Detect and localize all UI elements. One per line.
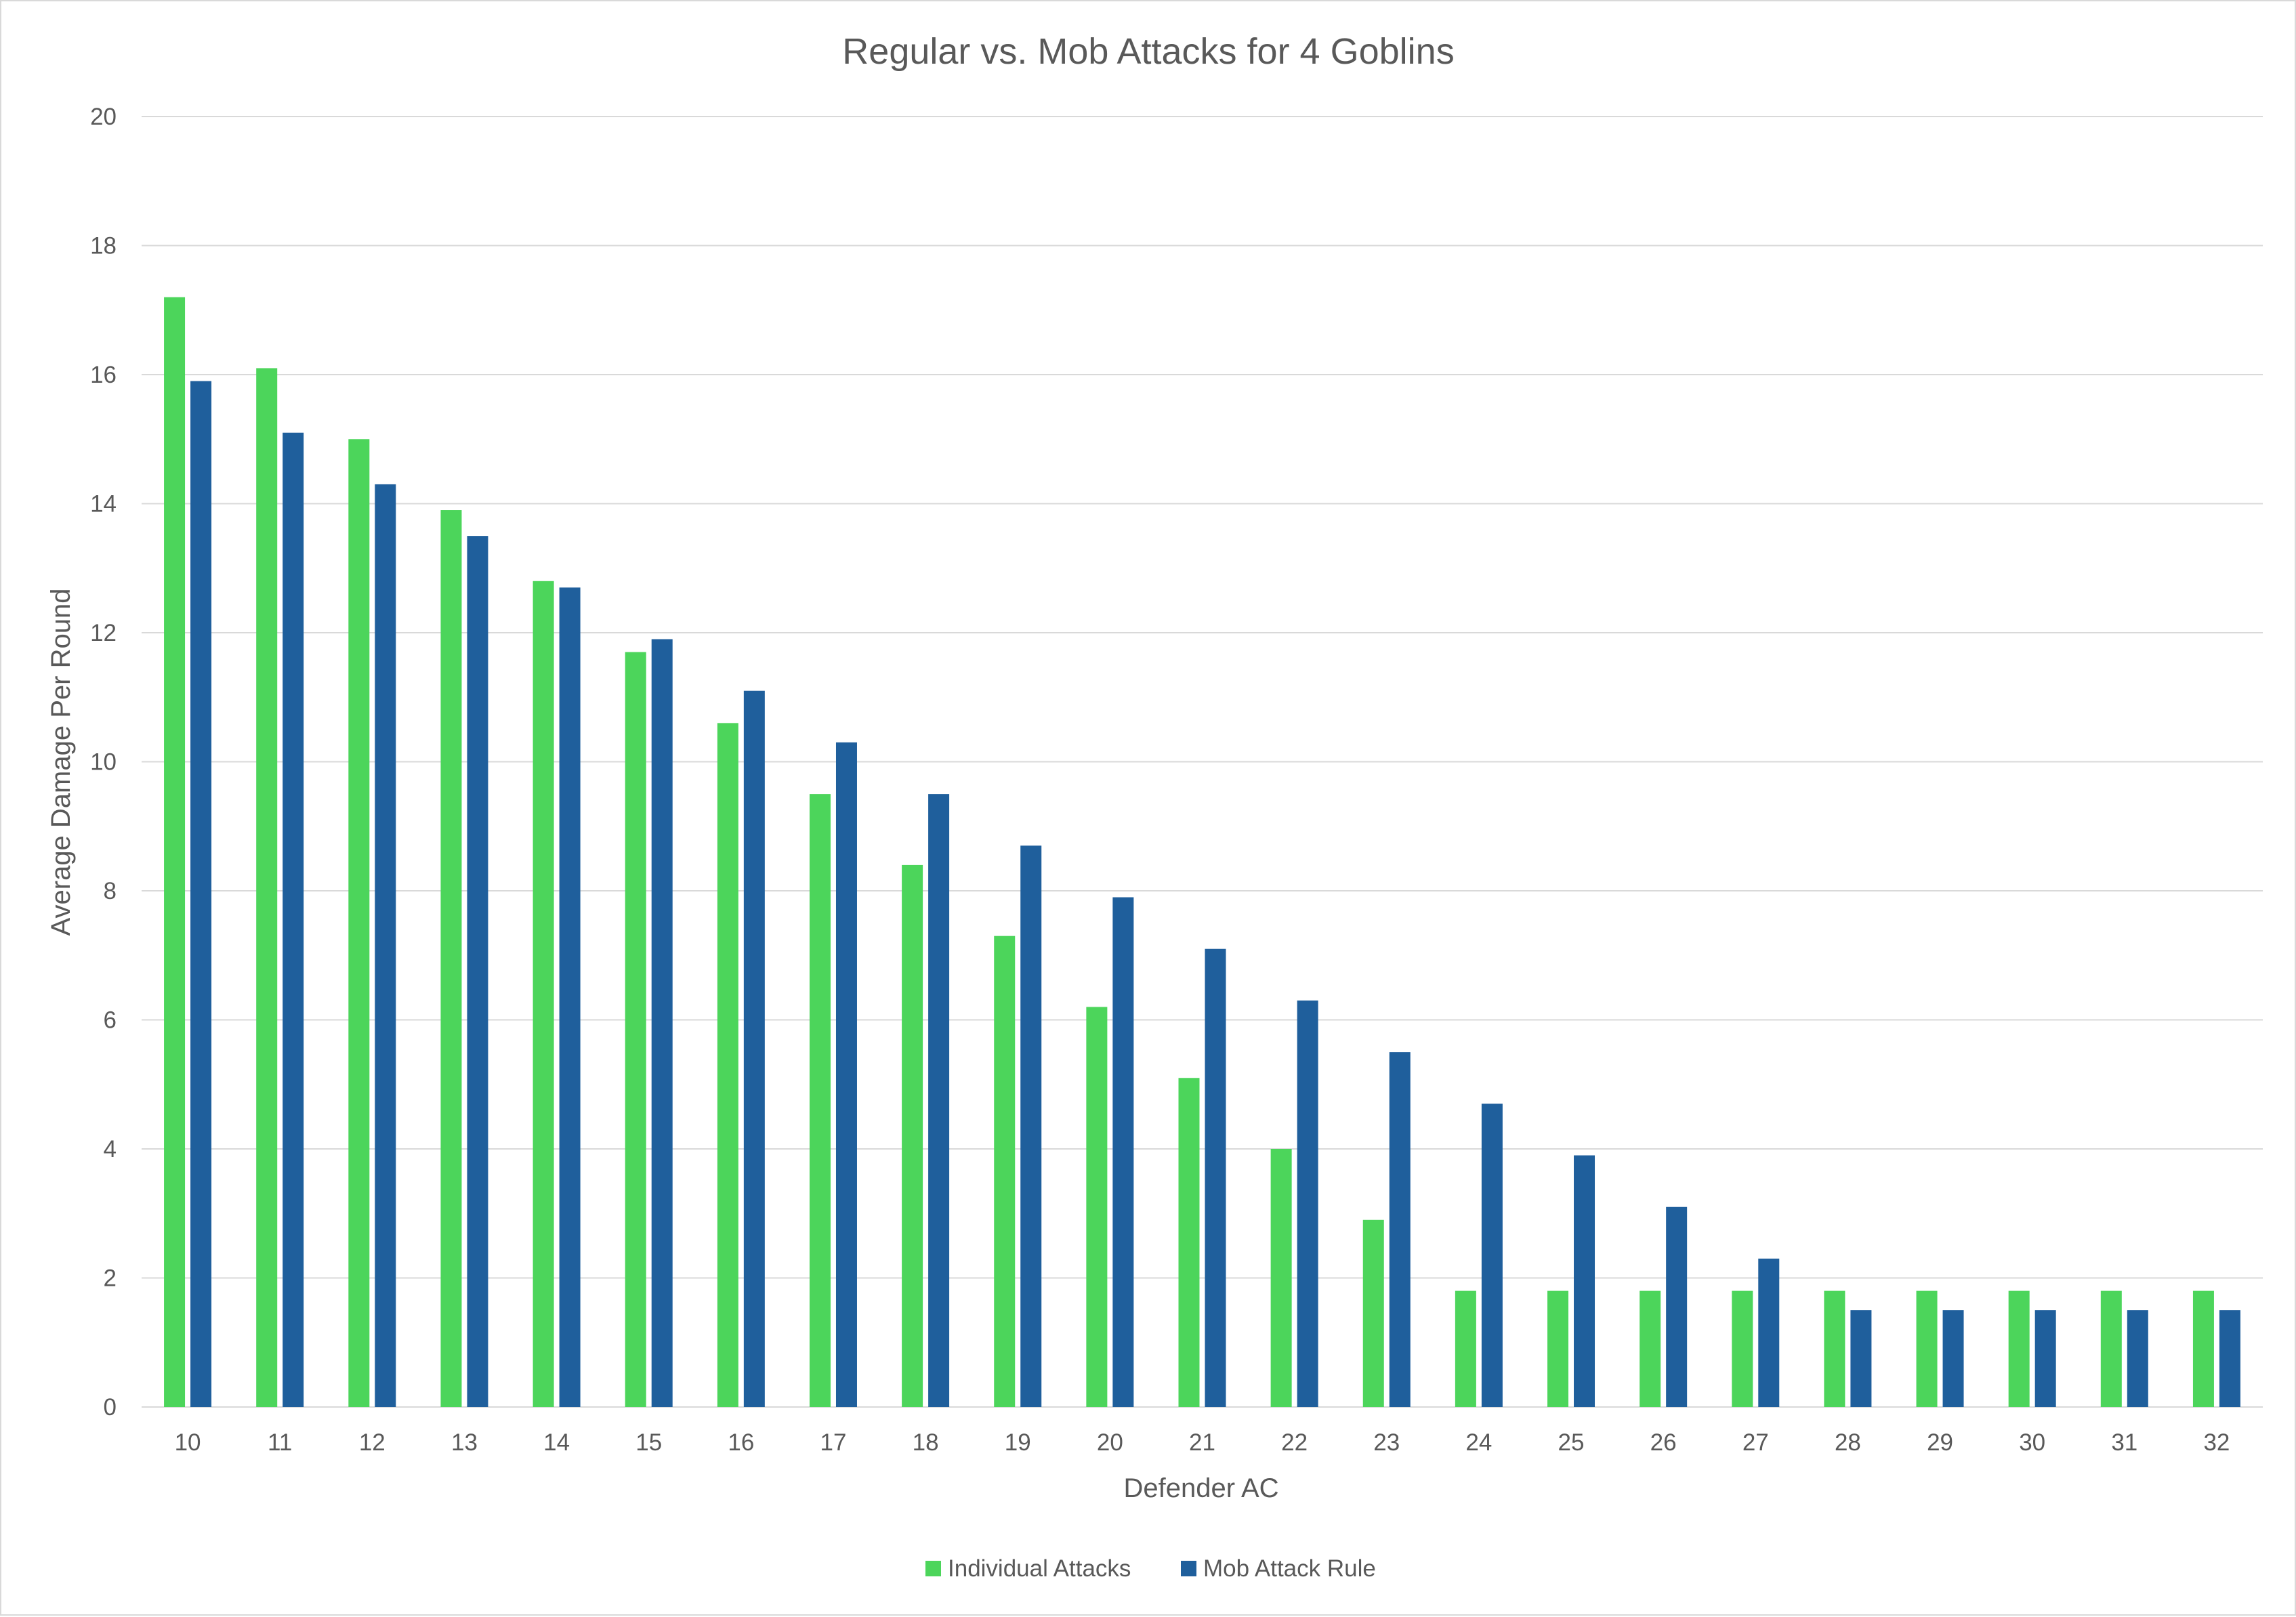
- bar-individual-attacks-11: [256, 368, 278, 1407]
- y-tick-label-16: 16: [90, 362, 117, 388]
- legend-swatch-mob-attack-rule: [1181, 1561, 1196, 1576]
- y-tick-label-6: 6: [104, 1007, 117, 1034]
- y-tick-labels: 0 2 4 6 8 10 12 14 16 18 20: [90, 104, 117, 1421]
- x-tick-label-21: 21: [1189, 1429, 1215, 1456]
- x-tick-label-11: 11: [268, 1429, 292, 1456]
- bar-individual-attacks-24: [1455, 1290, 1476, 1407]
- y-tick-label-12: 12: [90, 620, 117, 646]
- bar-mob-attack-rule-12: [375, 484, 396, 1407]
- bar-mob-attack-rule-17: [835, 742, 857, 1407]
- x-tick-label-31: 31: [2111, 1429, 2137, 1456]
- x-tick-label-28: 28: [1835, 1429, 1861, 1456]
- y-tick-label-14: 14: [90, 491, 117, 518]
- x-tick-label-24: 24: [1465, 1429, 1492, 1456]
- bar-individual-attacks-31: [2100, 1290, 2122, 1407]
- x-tick-label-22: 22: [1281, 1429, 1308, 1456]
- bar-individual-attacks-30: [2008, 1290, 2030, 1407]
- bar-individual-attacks-12: [348, 439, 370, 1407]
- bar-individual-attacks-27: [1732, 1290, 1753, 1407]
- bar-individual-attacks-29: [1916, 1290, 1938, 1407]
- y-tick-label-18: 18: [90, 233, 117, 259]
- grid-layer: [142, 116, 2263, 1408]
- y-tick-label-0: 0: [104, 1394, 117, 1421]
- x-tick-labels: 10 11 12 13 14 15 16 17 18 19 20 21 22 23 24 25 26 27 28 29…: [175, 1429, 2230, 1456]
- x-tick-label-14: 14: [543, 1429, 570, 1456]
- bar-mob-attack-rule-22: [1297, 1000, 1318, 1407]
- bar-individual-attacks-17: [809, 794, 831, 1407]
- bar-mob-attack-rule-11: [283, 432, 304, 1407]
- bar-mob-attack-rule-20: [1112, 897, 1134, 1407]
- bar-individual-attacks-22: [1270, 1149, 1292, 1407]
- legend-swatch-individual-attacks: [925, 1561, 941, 1576]
- x-tick-label-19: 19: [1005, 1429, 1031, 1456]
- x-tick-label-12: 12: [359, 1429, 385, 1456]
- y-tick-label-10: 10: [90, 749, 117, 776]
- x-tick-label-26: 26: [1650, 1429, 1677, 1456]
- bar-individual-attacks-15: [625, 652, 646, 1408]
- bar-individual-attacks-32: [2192, 1290, 2214, 1407]
- bar-individual-attacks-14: [533, 581, 554, 1407]
- bar-individual-attacks-25: [1547, 1290, 1569, 1407]
- bar-individual-attacks-21: [1178, 1078, 1200, 1407]
- x-tick-label-15: 15: [635, 1429, 662, 1456]
- bar-mob-attack-rule-32: [2219, 1310, 2240, 1407]
- bar-mob-attack-rule-14: [559, 587, 581, 1408]
- bar-individual-attacks-10: [164, 297, 186, 1408]
- bar-mob-attack-rule-18: [928, 794, 950, 1407]
- legend-label-mob-attack-rule: Mob Attack Rule: [1203, 1555, 1376, 1582]
- bar-individual-attacks-13: [440, 510, 462, 1407]
- x-tick-label-30: 30: [2019, 1429, 2045, 1456]
- bar-mob-attack-rule-24: [1481, 1104, 1503, 1407]
- bar-mob-attack-rule-29: [1942, 1310, 1964, 1407]
- bar-mob-attack-rule-15: [651, 639, 673, 1407]
- bar-mob-attack-rule-31: [2127, 1310, 2148, 1407]
- bar-mob-attack-rule-23: [1389, 1052, 1411, 1407]
- bar-individual-attacks-18: [902, 864, 923, 1407]
- x-tick-label-23: 23: [1373, 1429, 1400, 1456]
- bar-mob-attack-rule-19: [1020, 845, 1042, 1407]
- legend: Individual Attacks Mob Attack Rule: [925, 1555, 1376, 1582]
- x-tick-label-25: 25: [1558, 1429, 1585, 1456]
- bar-mob-attack-rule-28: [1850, 1310, 1872, 1407]
- bar-layer: [164, 297, 2240, 1408]
- y-tick-label-8: 8: [104, 878, 117, 904]
- y-tick-label-20: 20: [90, 104, 117, 130]
- bar-mob-attack-rule-13: [467, 536, 488, 1407]
- bar-individual-attacks-28: [1824, 1290, 1845, 1407]
- bar-individual-attacks-20: [1086, 1007, 1108, 1407]
- y-tick-label-4: 4: [104, 1136, 117, 1162]
- bar-individual-attacks-16: [717, 723, 738, 1407]
- legend-label-individual-attacks: Individual Attacks: [948, 1555, 1131, 1582]
- bar-mob-attack-rule-21: [1205, 948, 1226, 1407]
- bar-mob-attack-rule-10: [190, 381, 212, 1407]
- x-axis-title: Defender AC: [1123, 1473, 1278, 1503]
- bar-mob-attack-rule-25: [1574, 1155, 1595, 1407]
- x-tick-label-16: 16: [728, 1429, 754, 1456]
- x-tick-label-18: 18: [913, 1429, 939, 1456]
- bar-mob-attack-rule-30: [2034, 1310, 2056, 1407]
- x-tick-label-17: 17: [820, 1429, 847, 1456]
- bar-individual-attacks-23: [1362, 1219, 1384, 1407]
- bar-individual-attacks-26: [1640, 1290, 1661, 1407]
- chart-title: Regular vs. Mob Attacks for 4 Goblins: [842, 31, 1454, 72]
- bar-mob-attack-rule-27: [1758, 1258, 1780, 1407]
- x-tick-label-27: 27: [1742, 1429, 1769, 1456]
- x-tick-label-10: 10: [175, 1429, 201, 1456]
- bar-individual-attacks-19: [994, 936, 1016, 1407]
- y-tick-label-2: 2: [104, 1265, 117, 1292]
- x-tick-label-13: 13: [451, 1429, 478, 1456]
- bar-mob-attack-rule-16: [743, 690, 765, 1407]
- x-tick-label-32: 32: [2203, 1429, 2230, 1456]
- y-axis-title: Average Damage Per Round: [46, 589, 76, 936]
- x-tick-label-29: 29: [1927, 1429, 1953, 1456]
- x-tick-label-20: 20: [1097, 1429, 1123, 1456]
- bar-mob-attack-rule-26: [1666, 1206, 1688, 1407]
